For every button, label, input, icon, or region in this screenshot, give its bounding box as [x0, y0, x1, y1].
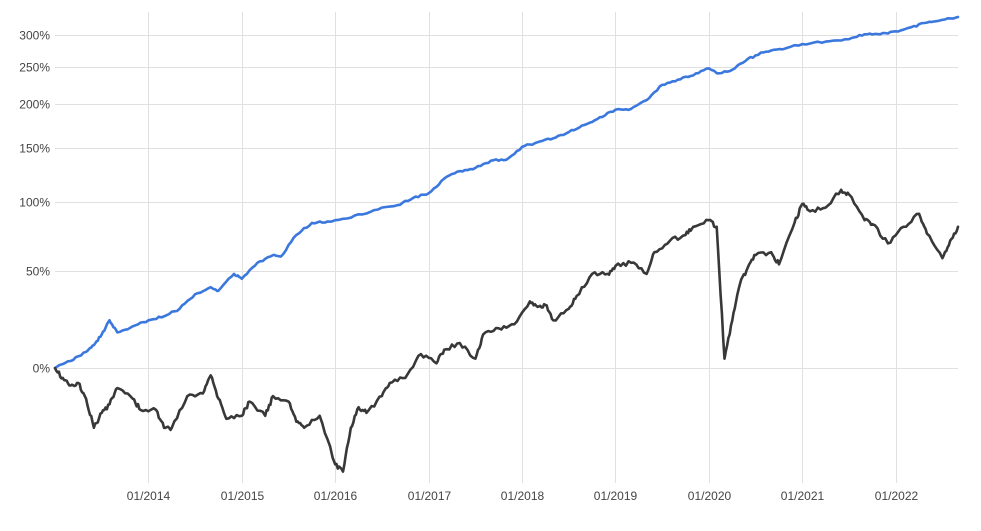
- x-tick-label: 01/2022: [875, 489, 919, 503]
- x-tick-label: 01/2017: [408, 489, 452, 503]
- x-tick-label: 01/2018: [501, 489, 545, 503]
- series-line-1: [53, 15, 960, 370]
- y-tick-label: 200%: [19, 98, 50, 112]
- y-tick-label: 0%: [33, 362, 51, 376]
- series-line-2: [53, 188, 960, 473]
- x-tick-label: 01/2021: [781, 489, 825, 503]
- grid-lines: [55, 12, 958, 483]
- y-tick-label: 300%: [19, 29, 50, 43]
- y-tick-label: 250%: [19, 61, 50, 75]
- series-lines: [53, 15, 960, 473]
- x-tick-label: 01/2019: [594, 489, 638, 503]
- x-tick-label: 01/2020: [688, 489, 732, 503]
- y-tick-label: 50%: [26, 265, 50, 279]
- x-tick-label: 01/2016: [314, 489, 358, 503]
- y-tick-label: 150%: [19, 142, 50, 156]
- x-axis-tick-labels: 01/2014 01/2015 01/2016 01/2017 01/2018 01/20…: [127, 489, 919, 503]
- y-axis-tick-labels: 0% 50% 100% 150% 200% 250% 300%: [19, 29, 50, 376]
- x-tick-label: 01/2014: [127, 489, 171, 503]
- x-tick-label: 01/2015: [221, 489, 265, 503]
- y-tick-label: 100%: [19, 196, 50, 210]
